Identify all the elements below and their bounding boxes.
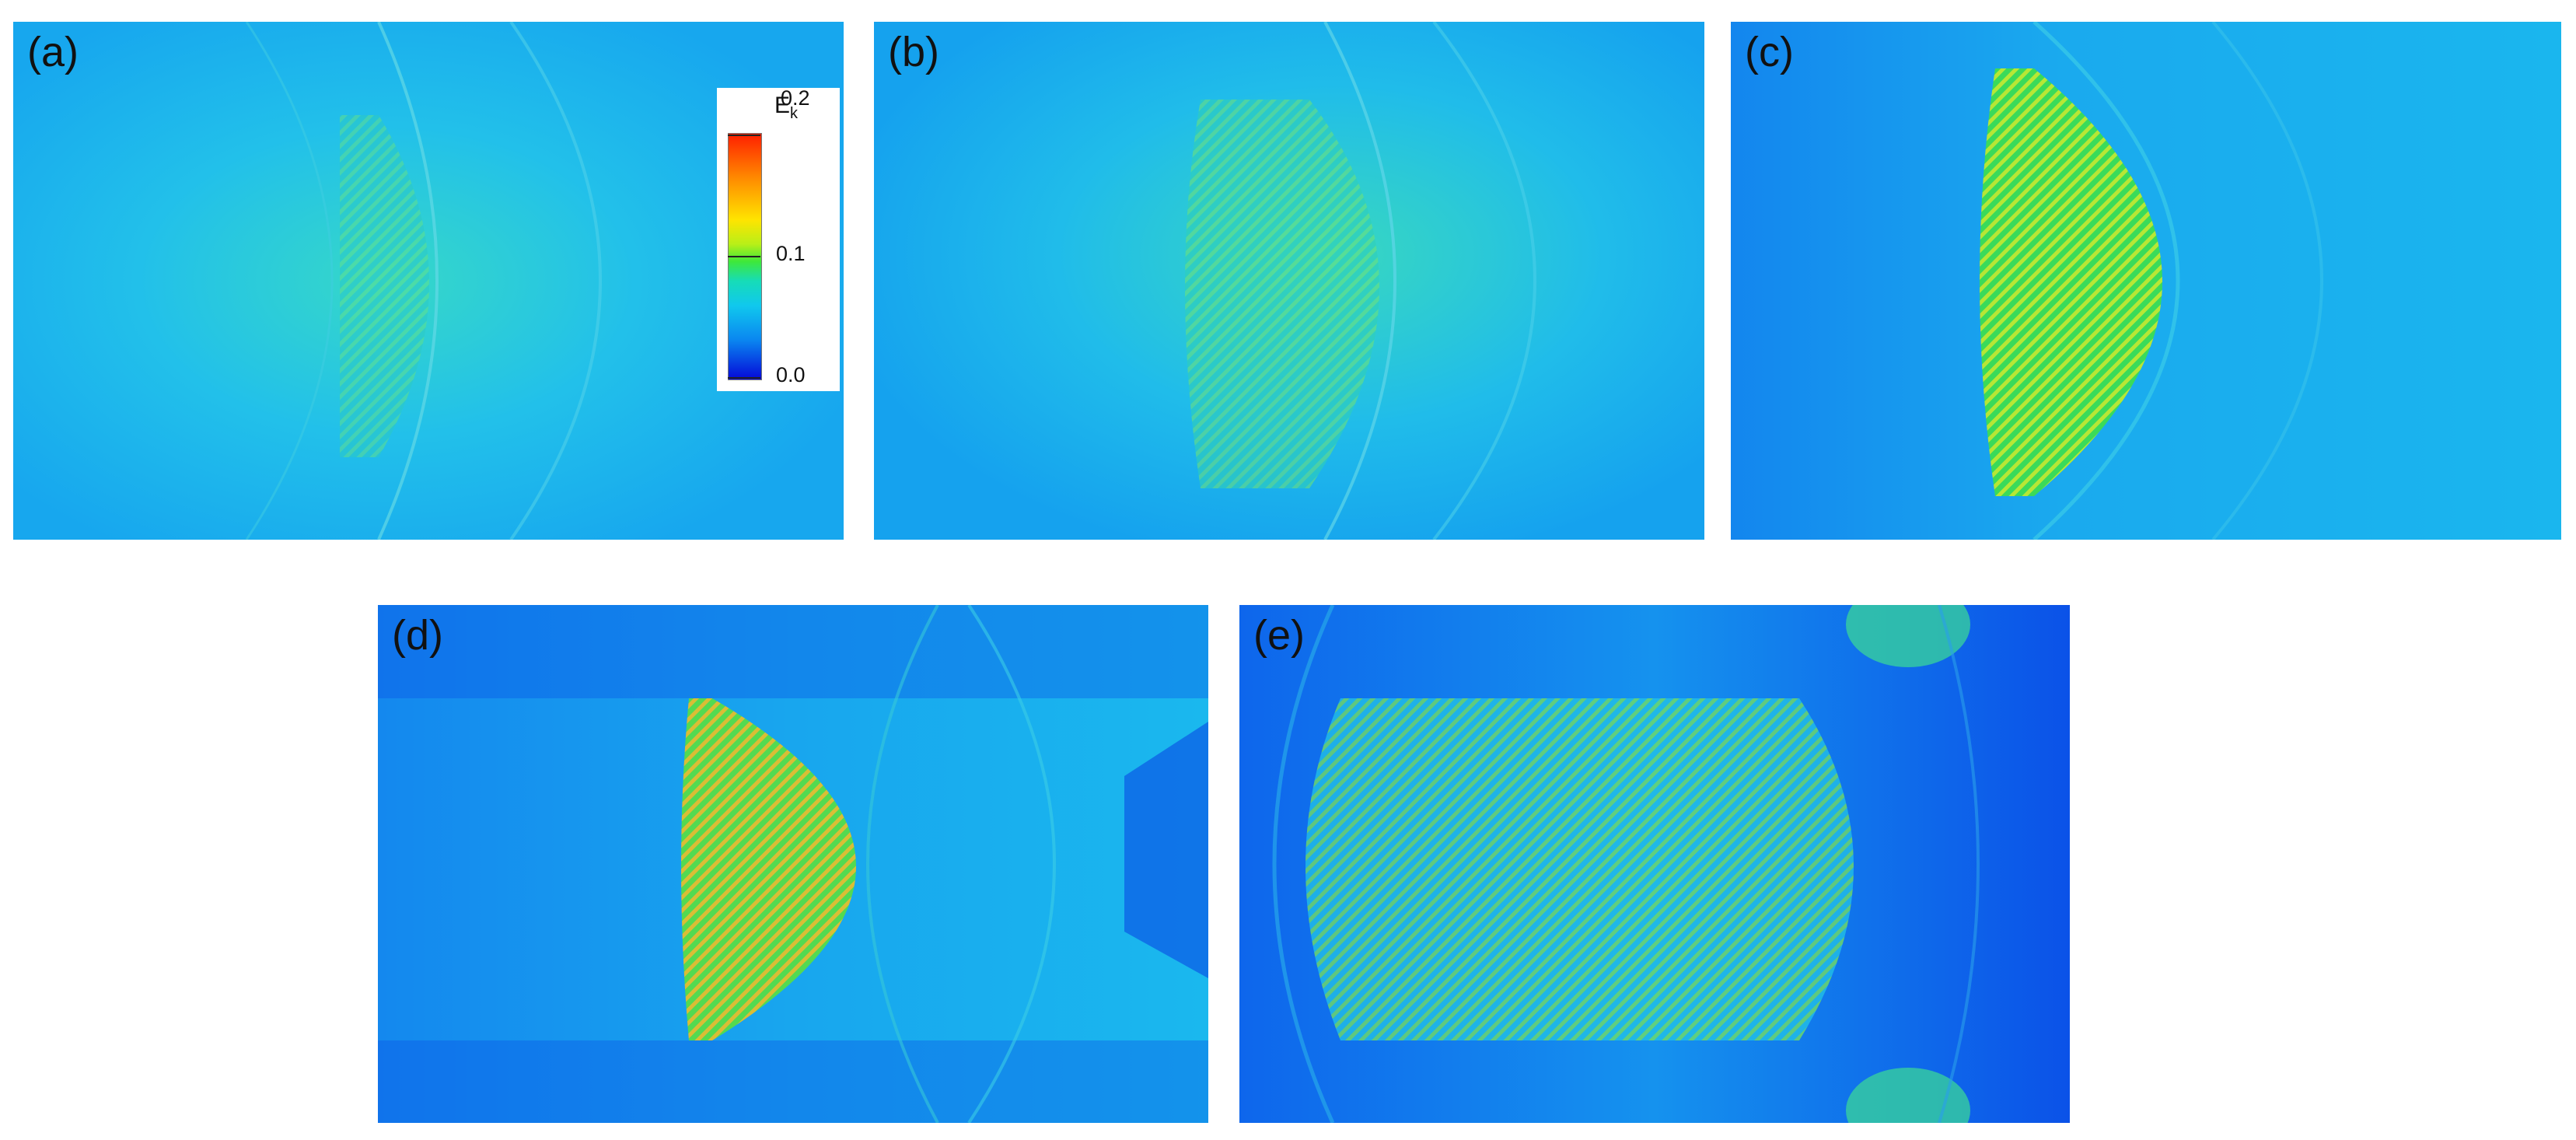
colorbar-tick-mid: [728, 256, 760, 257]
colorbar-title: Ek: [774, 93, 799, 122]
panel-c-field: [1731, 22, 2561, 540]
panel-c-label: (c): [1745, 29, 1794, 75]
panel-d: (d): [378, 605, 1208, 1123]
panel-b: (b): [874, 22, 1704, 540]
colorbar-label-min: 0.0: [776, 363, 806, 386]
colorbar-tick-bottom: [728, 377, 760, 379]
panel-d-label: (d): [392, 612, 443, 659]
panel-a: (a) Ek 0.2 0.1 0.0: [13, 22, 844, 540]
panel-a-field: [13, 22, 844, 540]
panel-a-label: (a): [27, 29, 79, 75]
colorbar-label-mid: 0.1: [776, 242, 806, 265]
colorbar-legend: Ek 0.2 0.1 0.0: [717, 86, 840, 391]
panel-e-field: [1239, 605, 2070, 1123]
panel-e-label: (e): [1253, 612, 1305, 659]
panel-b-label: (b): [888, 29, 939, 75]
panel-b-field: [874, 22, 1704, 540]
panel-e: (e): [1239, 605, 2070, 1123]
colorbar-tick-top: [728, 135, 760, 136]
panel-c: (c): [1731, 22, 2561, 540]
colorbar-label-max: 0.2: [781, 86, 810, 110]
panel-d-field: [378, 605, 1208, 1123]
